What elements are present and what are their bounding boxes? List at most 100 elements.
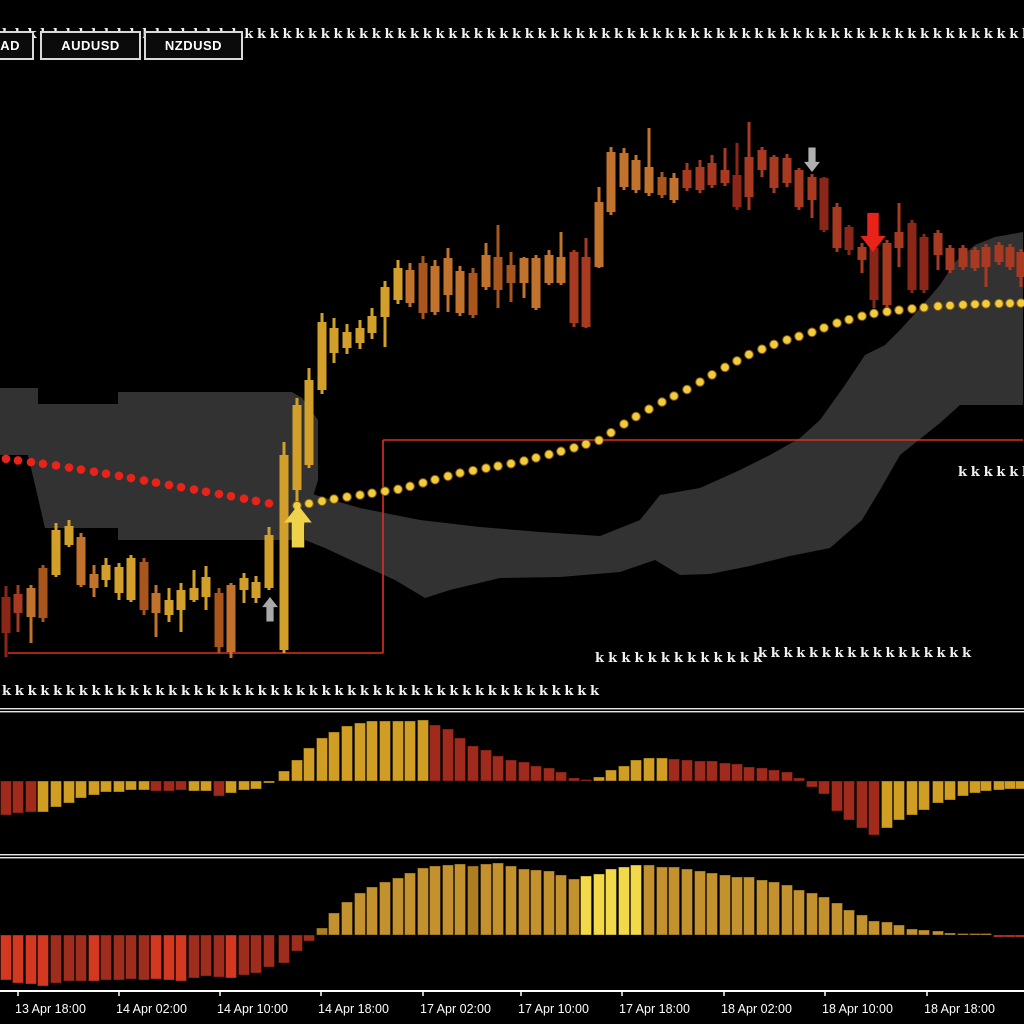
symbol-tab-nzdusd[interactable]: NZDUSD bbox=[144, 31, 243, 60]
candle-body bbox=[619, 153, 629, 187]
oscillator-histogram-1-bar bbox=[957, 780, 969, 797]
oscillator-histogram-2-bar bbox=[580, 875, 592, 936]
oscillator-histogram-1-bar bbox=[278, 770, 290, 782]
oscillator-histogram-2-bar bbox=[250, 934, 262, 974]
red-ma-dot bbox=[1, 454, 11, 464]
oscillator-histogram-1-bar bbox=[605, 769, 617, 782]
trade-marker-glyph: k bbox=[194, 684, 204, 699]
oscillator-histogram-1-bar bbox=[480, 749, 492, 782]
red-ma-dot bbox=[201, 487, 211, 496]
oscillator-histogram-1-bar bbox=[175, 780, 187, 791]
candle-body bbox=[769, 157, 779, 188]
trade-marker-glyph: k bbox=[372, 27, 382, 42]
red-ma-dot bbox=[13, 456, 23, 465]
oscillator-histogram-2-bar bbox=[492, 862, 504, 936]
oscillator-histogram-1-bar bbox=[630, 759, 642, 782]
oscillator-histogram-1-bar bbox=[580, 779, 592, 782]
trade-marker-glyph: k bbox=[130, 684, 140, 699]
candle-body bbox=[51, 530, 61, 575]
oscillator-histogram-1-bar bbox=[37, 780, 49, 813]
trade-marker-glyph: k bbox=[847, 646, 857, 661]
candle-body bbox=[468, 273, 478, 315]
symbol-tab-partial[interactable]: AD bbox=[0, 31, 34, 60]
trade-marker-glyph: k bbox=[835, 646, 845, 661]
oscillator-histogram-2-bar bbox=[944, 932, 956, 936]
oscillator-histogram-1-bar bbox=[467, 745, 479, 782]
oscillator-histogram-1-bar bbox=[392, 720, 404, 782]
trade-marker-glyph: k bbox=[346, 27, 356, 42]
yellow-ma-dot bbox=[869, 308, 879, 319]
trade-marker-glyph: k bbox=[91, 684, 101, 699]
candle-body bbox=[807, 177, 817, 200]
yellow-ma-dot bbox=[857, 311, 867, 321]
candle-body bbox=[176, 590, 186, 610]
candle-body bbox=[631, 160, 641, 190]
trade-marker-glyph: k bbox=[1009, 27, 1019, 42]
yellow-ma-dot bbox=[807, 327, 817, 338]
oscillator-histogram-1-bar bbox=[993, 780, 1005, 791]
trade-marker-glyph: k bbox=[796, 646, 806, 661]
trade-marker-glyph: k bbox=[437, 684, 447, 699]
candle-body bbox=[89, 574, 99, 588]
oscillator-histogram-1-bar bbox=[944, 780, 956, 801]
oscillator-histogram-2-bar bbox=[12, 934, 24, 984]
oscillator-histogram-1-bar bbox=[843, 780, 855, 821]
trade-marker-glyph: k bbox=[895, 27, 905, 42]
oscillator-histogram-1-bar bbox=[250, 780, 262, 790]
trade-marker-glyph: k bbox=[258, 684, 268, 699]
red-ma-dot bbox=[139, 476, 149, 485]
oscillator-histogram-1-bar bbox=[442, 728, 454, 782]
candle-body bbox=[819, 178, 829, 230]
trade-marker-glyph: k bbox=[753, 651, 763, 666]
trade-marker-glyph: k bbox=[552, 684, 562, 699]
symbol-tab-audusd[interactable]: AUDUSD bbox=[40, 31, 141, 60]
oscillator-histogram-1-bar bbox=[668, 758, 680, 782]
candle-body bbox=[114, 567, 124, 593]
yellow-ma-dot bbox=[894, 305, 904, 315]
trade-marker-glyph: k bbox=[104, 684, 114, 699]
trade-marker-glyph: k bbox=[436, 27, 446, 42]
yellow-ma-dot bbox=[342, 492, 352, 502]
yellow-ma-dot bbox=[405, 481, 415, 492]
oscillator-histogram-1-bar bbox=[150, 780, 162, 792]
red-ma-dot bbox=[51, 461, 61, 470]
oscillator-histogram-1-bar bbox=[492, 755, 504, 782]
candle-body bbox=[214, 593, 224, 647]
minor-buy-arrow-up-icon bbox=[262, 597, 278, 622]
oscillator-histogram-1-bar bbox=[263, 780, 275, 784]
trade-marker-glyph: k bbox=[385, 27, 395, 42]
candle-body bbox=[744, 157, 754, 197]
oscillator-histogram-2-bar bbox=[63, 934, 75, 982]
trade-marker-glyph: k bbox=[869, 27, 879, 42]
candle-body bbox=[239, 578, 249, 590]
candle-body bbox=[844, 227, 854, 250]
oscillator-histogram-1-bar bbox=[818, 780, 830, 795]
trade-marker-glyph: k bbox=[627, 27, 637, 42]
trade-marker-glyph: k bbox=[296, 684, 306, 699]
oscillator-histogram-1-bar bbox=[781, 771, 793, 782]
trade-marker-glyph: k bbox=[608, 651, 618, 666]
oscillator-histogram-1-bar bbox=[138, 780, 150, 791]
trade-marker-glyph: k bbox=[640, 27, 650, 42]
oscillator-histogram-1-bar bbox=[404, 720, 416, 782]
pane-separator[interactable] bbox=[0, 857, 1024, 859]
pane-separator[interactable] bbox=[0, 711, 1024, 713]
yellow-ma-dot bbox=[556, 446, 566, 457]
pane-separator[interactable] bbox=[0, 854, 1024, 856]
pane-separator[interactable] bbox=[0, 708, 1024, 710]
oscillator-histogram-1-bar bbox=[50, 780, 62, 808]
time-axis-line bbox=[0, 990, 1024, 992]
symbol-tab-label: AD bbox=[0, 38, 20, 53]
trade-marker-glyph: k bbox=[283, 684, 293, 699]
oscillator-histogram-1-bar bbox=[1015, 780, 1024, 790]
trade-marker-glyph: k bbox=[576, 27, 586, 42]
trade-marker-glyph: k bbox=[860, 646, 870, 661]
candle-body bbox=[707, 163, 717, 185]
buy-signal-arrow-up-icon bbox=[284, 505, 312, 548]
oscillator-histogram-1-bar bbox=[113, 780, 125, 793]
trade-marker-glyph: k bbox=[924, 646, 934, 661]
oscillator-histogram-2-bar bbox=[656, 866, 668, 936]
oscillator-histogram-2-bar bbox=[793, 889, 805, 936]
oscillator-histogram-2-bar bbox=[366, 886, 378, 936]
